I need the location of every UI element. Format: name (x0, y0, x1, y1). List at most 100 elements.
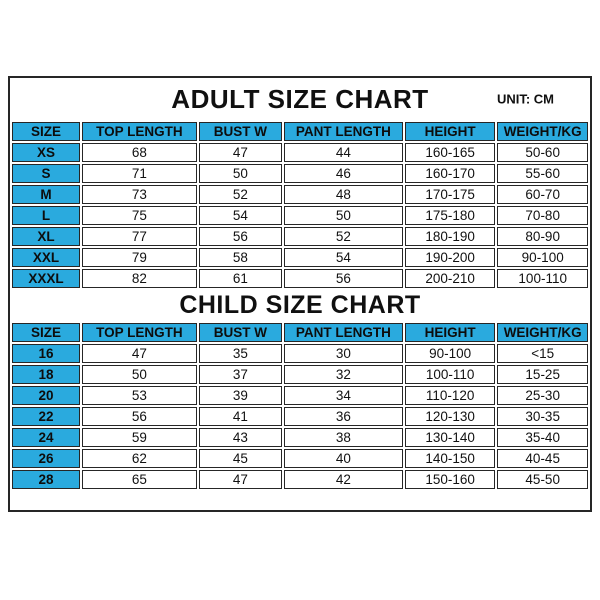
value-cell: 36 (283, 407, 403, 426)
value-cell: 160-165 (404, 143, 496, 162)
size-cell: L (12, 206, 80, 225)
value-cell: 30-35 (497, 407, 588, 426)
value-cell: 54 (283, 248, 403, 267)
value-cell: 53 (81, 386, 197, 405)
column-header-top-length: TOP LENGTH (81, 323, 197, 342)
table-row-xs: XS 68 47 44 160-165 50-60 (12, 143, 588, 162)
value-cell: 70-80 (497, 206, 588, 225)
value-cell: 50-60 (497, 143, 588, 162)
value-cell: 54 (198, 206, 282, 225)
value-cell: 90-100 (497, 248, 588, 267)
column-header-weight: WEIGHT/KG (497, 122, 588, 141)
value-cell: <15 (497, 344, 588, 363)
value-cell: 44 (283, 143, 403, 162)
value-cell: 25-30 (497, 386, 588, 405)
value-cell: 42 (283, 470, 403, 489)
child-chart-title-row: CHILD SIZE CHART (10, 290, 590, 321)
size-cell: XXL (12, 248, 80, 267)
child-chart-title: CHILD SIZE CHART (179, 291, 421, 319)
value-cell: 68 (81, 143, 197, 162)
value-cell: 60-70 (497, 185, 588, 204)
value-cell: 180-190 (404, 227, 496, 246)
value-cell: 170-175 (404, 185, 496, 204)
value-cell: 56 (198, 227, 282, 246)
value-cell: 35 (198, 344, 282, 363)
value-cell: 59 (81, 428, 197, 447)
value-cell: 50 (81, 365, 197, 384)
value-cell: 50 (198, 164, 282, 183)
value-cell: 52 (198, 185, 282, 204)
table-row-28: 28 65 47 42 150-160 45-50 (12, 470, 588, 489)
table-row-s: S 71 50 46 160-170 55-60 (12, 164, 588, 183)
value-cell: 50 (283, 206, 403, 225)
size-cell: 20 (12, 386, 80, 405)
value-cell: 58 (198, 248, 282, 267)
value-cell: 39 (198, 386, 282, 405)
value-cell: 200-210 (404, 269, 496, 288)
value-cell: 80-90 (497, 227, 588, 246)
value-cell: 82 (81, 269, 197, 288)
value-cell: 175-180 (404, 206, 496, 225)
size-cell: 16 (12, 344, 80, 363)
table-row-26: 26 62 45 40 140-150 40-45 (12, 449, 588, 468)
table-row-16: 16 47 35 30 90-100 <15 (12, 344, 588, 363)
column-header-height: HEIGHT (404, 122, 496, 141)
value-cell: 32 (283, 365, 403, 384)
value-cell: 30 (283, 344, 403, 363)
value-cell: 47 (81, 344, 197, 363)
column-header-top-length: TOP LENGTH (81, 122, 197, 141)
value-cell: 190-200 (404, 248, 496, 267)
column-header-height: HEIGHT (404, 323, 496, 342)
value-cell: 130-140 (404, 428, 496, 447)
size-cell: 18 (12, 365, 80, 384)
adult-header-row: SIZE TOP LENGTH BUST W PANT LENGTH HEIGH… (12, 122, 588, 141)
column-header-bust-w: BUST W (198, 323, 282, 342)
value-cell: 45 (198, 449, 282, 468)
value-cell: 45-50 (497, 470, 588, 489)
value-cell: 65 (81, 470, 197, 489)
column-header-weight: WEIGHT/KG (497, 323, 588, 342)
column-header-bust-w: BUST W (198, 122, 282, 141)
size-cell: 28 (12, 470, 80, 489)
value-cell: 46 (283, 164, 403, 183)
adult-size-table: SIZE TOP LENGTH BUST W PANT LENGTH HEIGH… (10, 120, 590, 290)
column-header-pant-length: PANT LENGTH (283, 323, 403, 342)
value-cell: 71 (81, 164, 197, 183)
table-row-m: M 73 52 48 170-175 60-70 (12, 185, 588, 204)
value-cell: 15-25 (497, 365, 588, 384)
value-cell: 90-100 (404, 344, 496, 363)
value-cell: 160-170 (404, 164, 496, 183)
adult-chart-title: ADULT SIZE CHART (171, 83, 429, 114)
value-cell: 110-120 (404, 386, 496, 405)
size-cell: XL (12, 227, 80, 246)
value-cell: 56 (81, 407, 197, 426)
value-cell: 47 (198, 143, 282, 162)
value-cell: 47 (198, 470, 282, 489)
unit-label: UNIT: CM (496, 91, 554, 107)
child-size-table: SIZE TOP LENGTH BUST W PANT LENGTH HEIGH… (10, 321, 590, 491)
table-row-l: L 75 54 50 175-180 70-80 (12, 206, 588, 225)
value-cell: 40-45 (497, 449, 588, 468)
table-row-22: 22 56 41 36 120-130 30-35 (12, 407, 588, 426)
value-cell: 77 (81, 227, 197, 246)
value-cell: 55-60 (497, 164, 588, 183)
column-header-size: SIZE (12, 323, 80, 342)
size-cell: XXXL (12, 269, 80, 288)
size-cell: 24 (12, 428, 80, 447)
value-cell: 140-150 (404, 449, 496, 468)
value-cell: 75 (81, 206, 197, 225)
value-cell: 79 (81, 248, 197, 267)
value-cell: 48 (283, 185, 403, 204)
value-cell: 38 (283, 428, 403, 447)
value-cell: 150-160 (404, 470, 496, 489)
value-cell: 100-110 (497, 269, 588, 288)
table-row-xl: XL 77 56 52 180-190 80-90 (12, 227, 588, 246)
value-cell: 41 (198, 407, 282, 426)
value-cell: 52 (283, 227, 403, 246)
table-row-24: 24 59 43 38 130-140 35-40 (12, 428, 588, 447)
value-cell: 120-130 (404, 407, 496, 426)
value-cell: 37 (198, 365, 282, 384)
size-cell: 26 (12, 449, 80, 468)
value-cell: 34 (283, 386, 403, 405)
